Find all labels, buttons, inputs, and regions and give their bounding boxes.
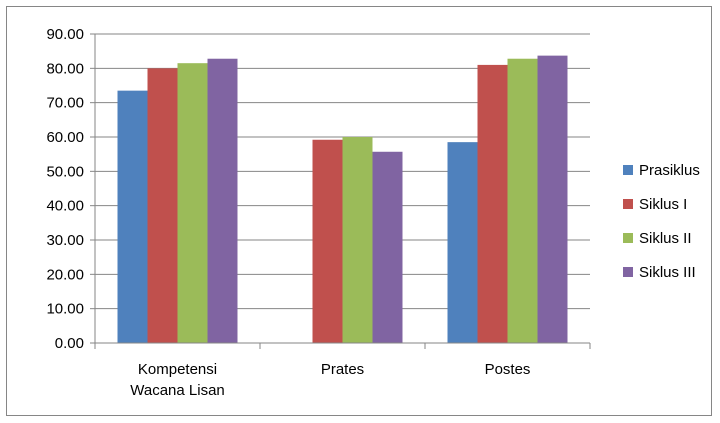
y-tick-label: 50.00 [46,163,84,180]
legend-swatch [623,165,633,175]
x-category-label: Prates [321,361,364,378]
x-category-label: Kompetensi Wacana Lisan [130,361,225,399]
bar [147,68,178,343]
y-axis-ticks: 0.00 10.00 20.00 30.00 40.00 50.00 60.00 70.00 8… [46,26,84,352]
legend-label: Siklus II [639,230,692,247]
bar [207,58,238,343]
y-tick-label: 20.00 [46,266,84,283]
y-tick-label: 40.00 [46,198,84,215]
legend-swatch [623,233,633,243]
bar [372,151,403,343]
y-tick-label: 70.00 [46,95,84,112]
bar [507,58,538,343]
y-tick-label: 10.00 [46,301,84,318]
x-category-label: Postes [485,361,531,378]
bar [537,55,568,343]
bar [477,64,508,344]
legend: Prasiklus Siklus I Siklus II Siklus III [623,162,700,281]
bars [117,55,568,344]
bar [177,63,208,343]
y-tick-label: 80.00 [46,60,84,77]
legend-swatch [623,199,633,209]
legend-label: Siklus III [639,264,696,281]
axes [90,33,591,349]
legend-label: Prasiklus [639,162,700,179]
legend-label: Siklus I [639,196,687,213]
y-tick-label: 30.00 [46,232,84,249]
y-tick-label: 60.00 [46,129,84,146]
bar [447,142,478,343]
legend-swatch [623,267,633,277]
bar [342,137,373,343]
bar [312,139,343,343]
y-tick-label: 0.00 [55,335,84,352]
y-tick-label: 90.00 [46,26,84,43]
bar [117,90,148,344]
x-axis-categories: Kompetensi Wacana Lisan Prates Postes [130,361,530,399]
